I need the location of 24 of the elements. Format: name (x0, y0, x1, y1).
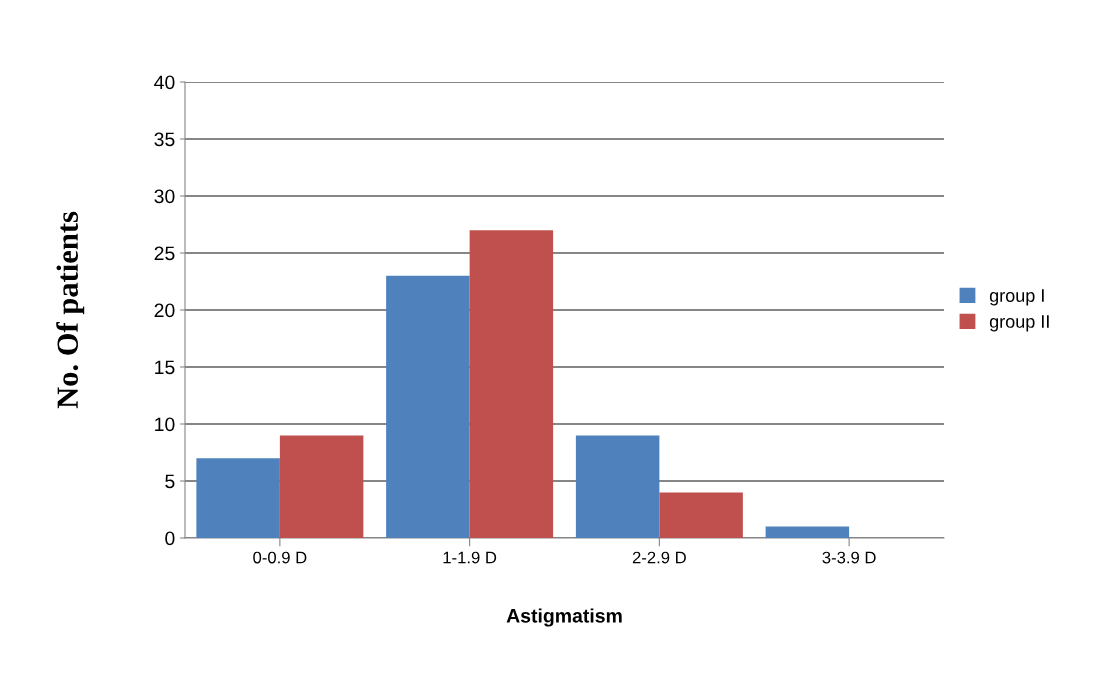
x-tick-label: 1-1.9 D (443, 551, 497, 564)
bar (196, 458, 280, 538)
y-tick-label: 25 (154, 246, 175, 261)
y-tick-label: 30 (154, 189, 175, 204)
y-tick-label: 35 (154, 132, 175, 147)
legend-label: group II (989, 315, 1049, 332)
x-tick-label: 3-3.9 D (822, 551, 876, 564)
legend-label: group I (989, 289, 1044, 306)
bar (469, 230, 554, 538)
x-tick-label: 0-0.9 D (253, 551, 307, 564)
y-tick-label: 5 (165, 474, 175, 489)
x-axis-title: Astigmatism (506, 608, 622, 627)
y-axis-title: No. Of patients (56, 211, 85, 409)
x-tick-label: 2-2.9 D (632, 551, 686, 564)
y-tick-label: 40 (154, 75, 175, 90)
bar (575, 435, 660, 538)
y-tick-label: 20 (154, 303, 175, 318)
bar (279, 435, 364, 538)
bar (765, 526, 850, 538)
y-tick-label: 0 (165, 531, 175, 546)
bar (659, 492, 743, 538)
bar (386, 275, 470, 538)
y-tick-label: 10 (155, 417, 175, 432)
y-tick-label: 15 (155, 360, 175, 375)
